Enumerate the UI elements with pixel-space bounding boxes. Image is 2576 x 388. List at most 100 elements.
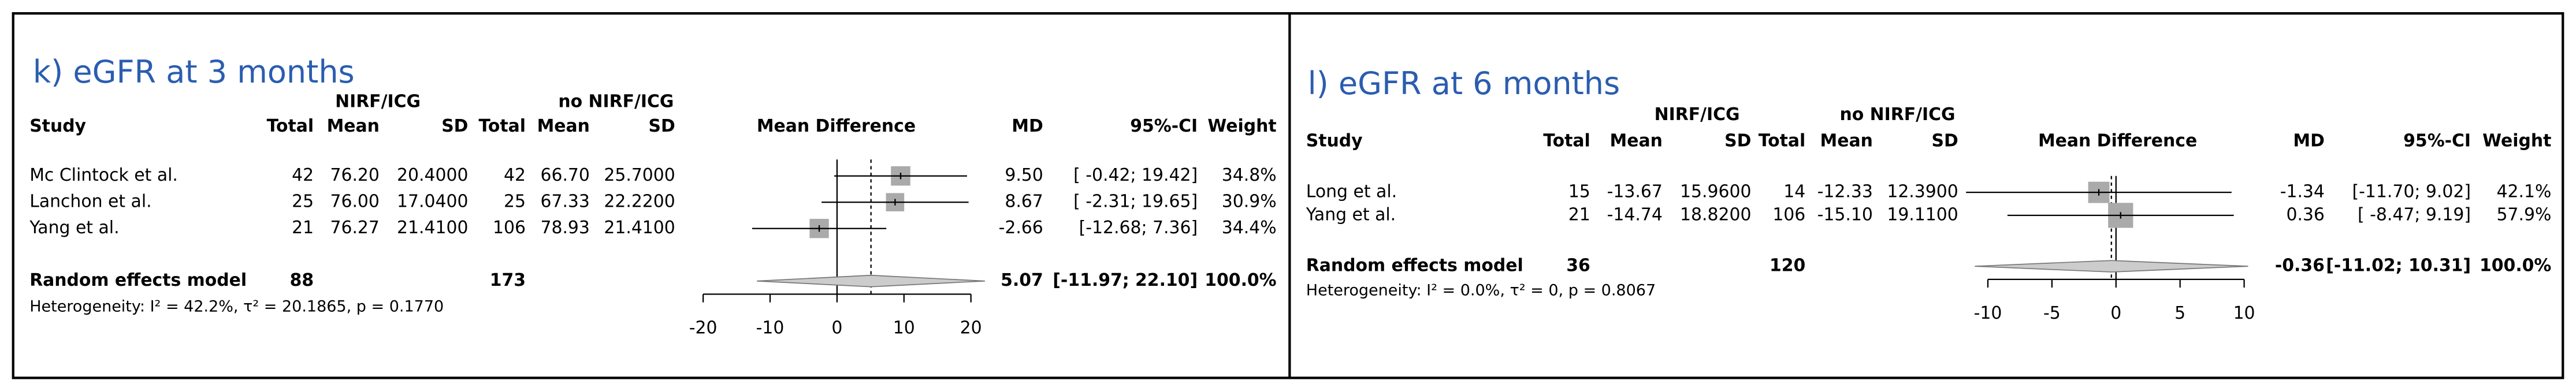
heterogeneity: Heterogeneity: I² = 42.2%, τ² = 20.1865,… xyxy=(29,298,444,316)
table-cell: 78.93 xyxy=(540,218,589,238)
table-cell: 15.9600 xyxy=(1680,182,1751,202)
column-header: Mean xyxy=(1820,131,1873,151)
column-header: Total xyxy=(478,116,526,136)
table-cell: 106 xyxy=(493,218,526,238)
x-tick-label: -10 xyxy=(1974,303,2002,323)
ci-label: [-11.70; 9.02] xyxy=(2352,182,2471,202)
group-label: no NIRF/ICG xyxy=(1840,105,1956,125)
table-cell: 14 xyxy=(1783,182,1805,202)
table-cell: 12.3900 xyxy=(1887,182,1958,202)
pooled-ci: [-11.97; 22.10] xyxy=(1053,270,1198,290)
heterogeneity: Heterogeneity: I² = 0.0%, τ² = 0, p = 0.… xyxy=(1306,281,1656,299)
pooled-md: -0.36 xyxy=(2275,256,2325,276)
x-tick-label: -10 xyxy=(756,318,785,338)
column-header: Study xyxy=(29,116,86,136)
column-header: Mean xyxy=(327,116,380,136)
pooled-name: Random effects model xyxy=(1306,256,1523,276)
table-cell: -13.67 xyxy=(1607,182,1663,202)
study-name: Yang et al. xyxy=(1306,204,1396,225)
table-cell: -14.74 xyxy=(1607,204,1663,225)
table-cell: 22.2200 xyxy=(604,192,675,212)
table-cell: 76.27 xyxy=(330,218,379,238)
table-cell: 66.70 xyxy=(540,165,589,185)
md-label: 8.67 xyxy=(1005,192,1043,212)
group-label: NIRF/ICG xyxy=(1655,105,1740,125)
pooled-total: 36 xyxy=(1566,256,1590,276)
md-label: -1.34 xyxy=(2280,182,2325,202)
pooled-weight: 100.0% xyxy=(1205,270,1276,290)
column-header: MD xyxy=(1012,116,1043,136)
table-cell: -15.10 xyxy=(1817,204,1873,225)
column-header: Weight xyxy=(2482,131,2551,151)
panel-title: k) eGFR at 3 months xyxy=(33,54,355,90)
table-cell: 17.0400 xyxy=(397,192,468,212)
table-cell: 25 xyxy=(292,192,314,212)
table-cell: 18.8200 xyxy=(1680,204,1751,225)
x-tick-label: 5 xyxy=(2174,303,2185,323)
study-name: Lanchon et al. xyxy=(29,192,151,212)
pooled-weight: 100.0% xyxy=(2480,256,2551,276)
weight-label: 34.8% xyxy=(1222,165,1277,185)
column-header: Total xyxy=(1543,131,1590,151)
group-label: no NIRF/ICG xyxy=(558,91,674,111)
column-header: SD xyxy=(1931,131,1958,151)
column-header: Weight xyxy=(1207,116,1276,136)
column-header: MD xyxy=(2293,131,2324,151)
pooled-diamond xyxy=(1975,260,2248,273)
x-tick-label: 10 xyxy=(2233,303,2255,323)
table-cell: 106 xyxy=(1772,204,1805,225)
md-label: 9.50 xyxy=(1005,165,1043,185)
ci-label: [ -2.31; 19.65] xyxy=(1073,192,1198,212)
x-tick-label: 20 xyxy=(960,318,982,338)
weight-label: 57.9% xyxy=(2497,204,2552,225)
table-cell: 21 xyxy=(292,218,314,238)
column-header: Total xyxy=(267,116,314,136)
column-header: 95%-CI xyxy=(1130,116,1198,136)
column-header: Mean Difference xyxy=(2038,131,2197,151)
x-tick-label: 0 xyxy=(831,318,842,338)
column-header: Mean xyxy=(537,116,590,136)
table-cell: 21.4100 xyxy=(604,218,675,238)
table-cell: 76.20 xyxy=(330,165,379,185)
md-label: 0.36 xyxy=(2286,204,2324,225)
ci-label: [ -0.42; 19.42] xyxy=(1073,165,1198,185)
panel-title: l) eGFR at 6 months xyxy=(1308,65,1620,102)
table-cell: 21 xyxy=(1568,204,1590,225)
ci-label: [-12.68; 7.36] xyxy=(1079,218,1198,238)
table-cell: 25 xyxy=(504,192,526,212)
pooled-total: 88 xyxy=(290,270,314,290)
x-tick-label: -20 xyxy=(689,318,718,338)
frame xyxy=(12,12,2564,379)
column-header: Mean Difference xyxy=(757,116,916,136)
table-cell: -12.33 xyxy=(1817,182,1873,202)
study-name: Mc Clintock et al. xyxy=(29,165,178,185)
column-header: Mean xyxy=(1610,131,1663,151)
table-cell: 20.4000 xyxy=(397,165,468,185)
pooled-diamond xyxy=(757,274,986,288)
weight-label: 42.1% xyxy=(2497,182,2552,202)
table-cell: 19.1100 xyxy=(1887,204,1958,225)
table-cell: 76.00 xyxy=(330,192,379,212)
column-header: 95%-CI xyxy=(2403,131,2471,151)
table-cell: 25.7000 xyxy=(604,165,675,185)
table-cell: 67.33 xyxy=(540,192,589,212)
study-name: Long et al. xyxy=(1306,182,1397,202)
pooled-ci: [-11.02; 10.31] xyxy=(2326,256,2471,276)
x-tick-label: 0 xyxy=(2110,303,2121,323)
x-tick-label: 10 xyxy=(893,318,915,338)
column-header: SD xyxy=(441,116,468,136)
pooled-total: 173 xyxy=(490,270,526,290)
table-cell: 42 xyxy=(504,165,526,185)
column-header: SD xyxy=(1724,131,1751,151)
column-header: SD xyxy=(649,116,675,136)
column-header: Study xyxy=(1306,131,1363,151)
study-name: Yang et al. xyxy=(29,218,119,238)
table-cell: 21.4100 xyxy=(397,218,468,238)
table-cell: 15 xyxy=(1568,182,1590,202)
group-label: NIRF/ICG xyxy=(335,91,421,111)
column-header: Total xyxy=(1759,131,1806,151)
pooled-md: 5.07 xyxy=(1001,270,1043,290)
weight-label: 34.4% xyxy=(1222,218,1277,238)
md-label: -2.66 xyxy=(999,218,1043,238)
